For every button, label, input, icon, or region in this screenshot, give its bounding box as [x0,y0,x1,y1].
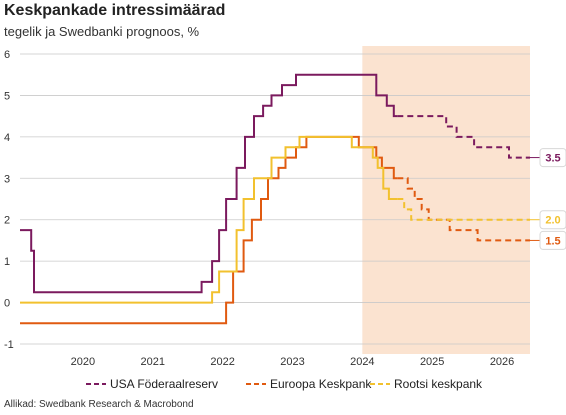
y-tick-label: 4 [4,132,10,144]
x-tick-label: 2026 [490,356,514,368]
y-tick-label: -1 [4,339,14,351]
y-tick-label: 1 [4,256,10,268]
chart-subtitle: tegelik ja Swedbanki prognoos, % [4,24,200,39]
end-label-box [539,230,566,250]
x-tick-label: 2023 [280,356,304,368]
x-tick-label: 2022 [210,356,234,368]
y-tick-label: 2 [4,215,10,227]
end-label-box [539,210,566,230]
x-tick-label: 2025 [420,356,444,368]
series-actual-line [20,73,398,294]
series-actual-line [20,135,398,325]
x-tick-label: 2024 [350,356,374,368]
chart-title: Keskpankade intressimäärad [4,2,226,19]
source-note: Allikad: Swedbank Research & Macrobond [4,399,194,410]
forecast-shading [362,46,530,354]
end-label: 1.5 [545,235,560,247]
series-actual-line [20,135,398,304]
legend-label: USA Föderaalreserv [110,377,218,391]
series-forecast-line [397,177,530,242]
end-label-box [539,148,566,168]
y-tick-label: 5 [4,90,10,102]
end-label: 2.0 [545,215,560,227]
series-forecast-line [397,198,530,221]
x-tick-label: 2021 [140,356,164,368]
x-tick-label: 2020 [71,356,95,368]
legend-label: Rootsi keskpank [394,377,483,391]
y-tick-label: 3 [4,173,10,185]
legend-label: Euroopa Keskpank [270,377,372,391]
series-forecast-line [397,115,530,159]
y-tick-label: 6 [4,49,10,61]
end-label: 3.5 [545,153,560,165]
y-tick-label: 0 [4,298,10,310]
